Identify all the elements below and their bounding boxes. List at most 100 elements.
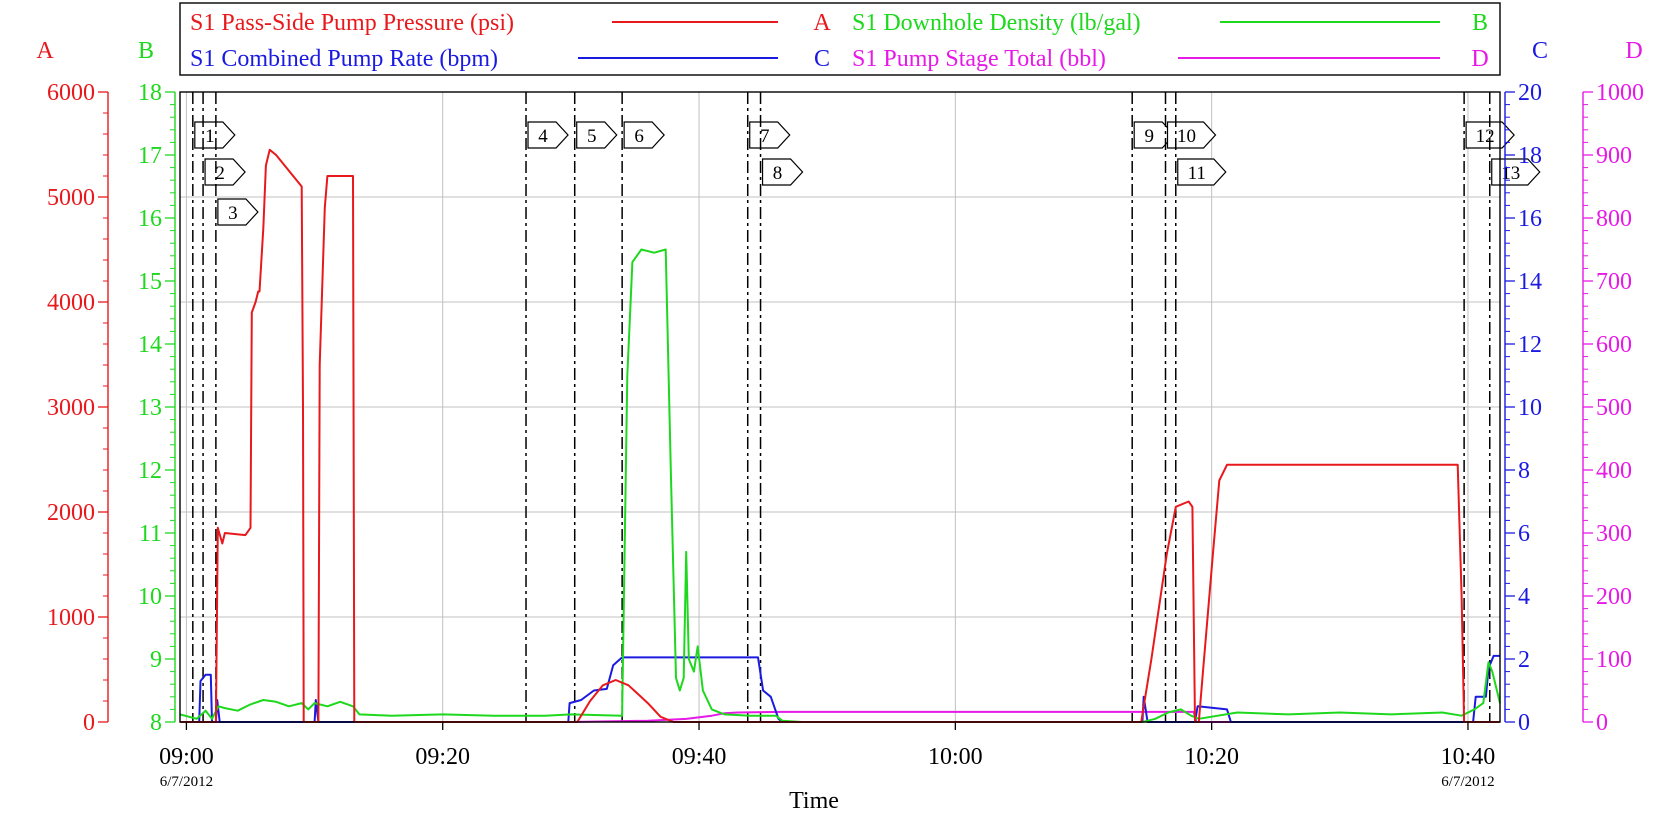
event-flag xyxy=(576,121,618,149)
x-tick-label: 10:00 xyxy=(928,744,983,770)
grid-lines xyxy=(180,92,1500,722)
y-tick-label: 400 xyxy=(1596,458,1632,484)
legend: S1 Pass-Side Pump Pressure (psi) A S1 Down… xyxy=(179,2,1501,76)
y-axis-letter: D xyxy=(1625,38,1642,64)
y-tick-label: 14 xyxy=(1518,269,1542,295)
y-tick-label: 5000 xyxy=(47,185,95,211)
y-tick-label: 8 xyxy=(150,710,162,736)
event-flag xyxy=(1177,158,1227,186)
event-marker: 6 xyxy=(621,92,665,722)
event-label: 8 xyxy=(773,163,783,184)
x-tick-label: 10:40 xyxy=(1441,744,1496,770)
event-flag xyxy=(1166,121,1217,149)
y-tick-label: 200 xyxy=(1596,584,1632,610)
y-tick-label: 2000 xyxy=(47,500,95,526)
y-tick-label: 4 xyxy=(1518,584,1530,610)
y-tick-label: 10 xyxy=(138,584,162,610)
x-tick-label: 09:40 xyxy=(672,744,727,770)
y-tick-label: 16 xyxy=(138,206,162,232)
y-axis-letter: C xyxy=(1532,38,1548,64)
y-tick-label: 17 xyxy=(138,143,162,169)
legend-label: S1 Pump Stage Total (bbl) xyxy=(852,46,1106,72)
event-marker: 10 xyxy=(1164,92,1217,722)
event-marker: 1 xyxy=(192,92,236,722)
event-marker: 2 xyxy=(202,92,246,722)
event-label: 1 xyxy=(205,126,215,147)
y-tick-label: 900 xyxy=(1596,143,1632,169)
y-tick-label: 9 xyxy=(150,647,162,673)
y-tick-label: 3000 xyxy=(47,395,95,421)
y-axis-b: 8 9 10 11 12 13 14 15 16 17 18 B xyxy=(138,38,176,736)
y-axis-c: 0 2 4 6 8 10 12 14 16 18 20 C xyxy=(1504,38,1548,736)
y-tick-label: 15 xyxy=(138,269,162,295)
y-tick-label: 500 xyxy=(1596,395,1632,421)
event-flag xyxy=(217,198,259,226)
legend-label: S1 Combined Pump Rate (bpm) xyxy=(190,46,498,72)
series-line xyxy=(179,248,1501,723)
y-tick-label: 18 xyxy=(1518,143,1542,169)
x-tick-label: 10:20 xyxy=(1184,744,1239,770)
event-label: 9 xyxy=(1144,126,1154,147)
y-tick-label: 100 xyxy=(1596,647,1632,673)
event-marker: 11 xyxy=(1175,92,1227,722)
legend-item: S1 Downhole Density (lb/gal) B xyxy=(852,10,1488,36)
legend-item: S1 Pump Stage Total (bbl) D xyxy=(852,46,1489,72)
event-label: 2 xyxy=(215,163,225,184)
y-tick-label: 0 xyxy=(1596,710,1608,736)
event-label: 6 xyxy=(634,126,644,147)
legend-axis-letter: C xyxy=(814,46,830,72)
y-tick-label: 6 xyxy=(1518,521,1530,547)
plot-frame xyxy=(179,91,1501,723)
legend-label: S1 Downhole Density (lb/gal) xyxy=(852,10,1141,36)
y-tick-label: 8 xyxy=(1518,458,1530,484)
y-tick-label: 20 xyxy=(1518,80,1542,106)
y-axis-a: 0 1000 2000 3000 4000 5000 6000 A xyxy=(36,38,109,736)
y-tick-label: 600 xyxy=(1596,332,1632,358)
event-label: 3 xyxy=(228,203,238,224)
event-marker: 9 xyxy=(1131,92,1176,722)
x-tick-label: 09:00 xyxy=(159,744,214,770)
y-tick-label: 2 xyxy=(1518,647,1530,673)
y-tick-label: 11 xyxy=(139,521,162,547)
x-date-label: 6/7/2012 xyxy=(1441,774,1494,790)
y-axis-letter: B xyxy=(138,38,154,64)
y-tick-label: 4000 xyxy=(47,290,95,316)
event-marker: 7 xyxy=(746,92,791,722)
event-flag xyxy=(204,158,246,186)
y-tick-label: 14 xyxy=(138,332,162,358)
event-label: 13 xyxy=(1501,163,1520,184)
series-line xyxy=(180,710,1500,723)
event-label: 7 xyxy=(760,126,770,147)
legend-box xyxy=(179,2,1501,76)
legend-axis-letter: D xyxy=(1471,46,1488,72)
legend-label: S1 Pass-Side Pump Pressure (psi) xyxy=(190,10,514,36)
x-axis: 09:00 09:20 09:40 10:00 10:20 10:40 6/7/2012 6/… xyxy=(159,722,1495,814)
y-tick-label: 0 xyxy=(83,710,95,736)
legend-axis-letter: A xyxy=(813,10,831,36)
event-label: 10 xyxy=(1177,126,1196,147)
y-tick-label: 13 xyxy=(138,395,162,421)
event-flag xyxy=(1465,121,1515,149)
y-tick-label: 10 xyxy=(1518,395,1542,421)
x-axis-title: Time xyxy=(789,788,839,814)
y-tick-label: 12 xyxy=(138,458,162,484)
y-tick-label: 16 xyxy=(1518,206,1542,232)
y-tick-label: 1000 xyxy=(1596,80,1644,106)
event-marker: 4 xyxy=(525,92,569,722)
event-flag xyxy=(761,158,804,186)
y-tick-label: 300 xyxy=(1596,521,1632,547)
event-label: 5 xyxy=(587,126,597,147)
x-date-label: 6/7/2012 xyxy=(160,774,213,790)
series-line xyxy=(180,148,1500,723)
y-tick-label: 800 xyxy=(1596,206,1632,232)
series-lines xyxy=(179,148,1501,723)
y-tick-label: 6000 xyxy=(47,80,95,106)
axes: 0100020003000400050006000A89101112131415… xyxy=(36,38,1644,736)
event-flag xyxy=(623,121,665,149)
y-axis-letter: A xyxy=(36,38,54,64)
y-tick-label: 18 xyxy=(138,80,162,106)
event-marker: 8 xyxy=(759,92,804,722)
legend-item: S1 Pass-Side Pump Pressure (psi) A xyxy=(190,10,831,36)
y-axis-d: 0 100 200 300 400 500 600 700 800 900 1000 D xyxy=(1582,38,1644,736)
event-marker: 5 xyxy=(573,92,618,722)
